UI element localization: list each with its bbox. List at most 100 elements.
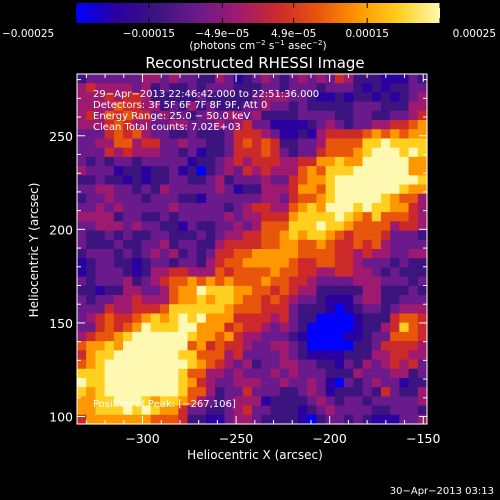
heatmap-cell [390,405,400,416]
heatmap-cell [205,258,216,269]
heatmap-cell [169,396,179,407]
heatmap-cell [224,92,235,103]
heatmap-cell [196,101,207,112]
heatmap-cell [316,387,327,397]
heatmap-cell [187,276,198,287]
heatmap-cell [399,304,410,315]
heatmap-cell [390,285,400,296]
x-axis-label: Heliocentric X (arcsec) [187,448,323,462]
heatmap-cell [371,249,382,259]
heatmap-cell [380,110,391,121]
x-tick-label: −150 [406,431,440,446]
heatmap-cell [187,331,198,342]
heatmap-cell [187,184,198,195]
heatmap-cell [279,239,290,250]
heatmap-cell [252,83,262,94]
heatmap-cell [334,166,345,176]
heatmap-cell [298,267,308,278]
heatmap-cell [95,230,106,241]
heatmap-cell [233,249,244,259]
heatmap-cell [95,295,106,305]
heatmap-cell [316,166,327,176]
heatmap-cell [113,267,124,278]
heatmap-cell [215,83,225,94]
heatmap-cell [298,202,308,213]
heatmap-cell [298,396,308,407]
heatmap-cell [196,377,207,388]
heatmap-cell [371,120,382,130]
heatmap-cell [390,304,400,315]
heatmap-cell [288,221,299,232]
heatmap-cell [380,396,391,407]
heatmap-cell [399,239,410,250]
heatmap-cell [215,120,225,130]
heatmap-cell [141,350,152,361]
heatmap-cell [178,285,189,296]
heatmap-cell [307,258,318,269]
heatmap-cell [215,230,225,241]
heatmap-cell [371,405,382,416]
heatmap-cell [316,212,327,222]
heatmap-cell [380,414,391,425]
heatmap-cell [371,239,382,250]
heatmap-cell [270,304,281,315]
heatmap-cell [344,202,354,213]
heatmap-cell [325,202,336,213]
heatmap-cell [408,322,419,333]
heatmap-cell [390,258,400,269]
heatmap-cell [215,110,225,121]
heatmap-cell [408,285,419,296]
heatmap-cell [150,414,161,425]
heatmap-cell [187,166,198,176]
heatmap-cell [77,221,87,232]
heatmap-cell [380,331,391,342]
heatmap-cell [288,92,299,103]
heatmap-cell [408,414,419,425]
heatmap-cell [399,322,410,333]
heatmap-cell [224,239,235,250]
heatmap-cell [77,202,87,213]
heatmap-cell [113,331,124,342]
heatmap-cell [344,83,354,94]
heatmap-cell [86,184,97,195]
heatmap-cell [362,166,373,176]
heatmap-cell [325,359,336,370]
heatmap-cell [196,92,207,103]
heatmap-cell [288,166,299,176]
heatmap-cell [288,414,299,425]
heatmap-cell [178,359,189,370]
heatmap-cell [86,101,97,112]
heatmap-cell [77,175,87,186]
heatmap-cell [270,166,281,176]
heatmap-cell [77,295,87,305]
heatmap-cell [252,331,262,342]
heatmap-cell [77,166,87,176]
heatmap-cell [380,249,391,259]
heatmap-cell [159,331,170,342]
heatmap-cell [399,129,410,140]
heatmap-cell [169,267,179,278]
heatmap-cell [417,110,428,121]
heatmap-cell [187,350,198,361]
heatmap-cell [325,156,336,167]
heatmap-cell [224,368,235,379]
heatmap-cell [178,156,189,167]
heatmap-cell [77,138,87,149]
heatmap-cell [325,414,336,425]
heatmap-cell [307,175,318,186]
heatmap-cell [178,193,189,204]
heatmap-cell [270,276,281,287]
heatmap-cell [353,304,364,315]
heatmap-cell [298,110,308,121]
heatmap-cell [279,193,290,204]
heatmap-cell [224,341,235,351]
heatmap-cell [252,156,262,167]
heatmap-cell [344,331,354,342]
heatmap-cell [178,175,189,186]
heatmap-cell [362,405,373,416]
heatmap-cell [279,202,290,213]
heatmap-cell [298,239,308,250]
heatmap-cell [325,193,336,204]
heatmap-cell [279,74,290,84]
heatmap-cell [224,313,235,324]
